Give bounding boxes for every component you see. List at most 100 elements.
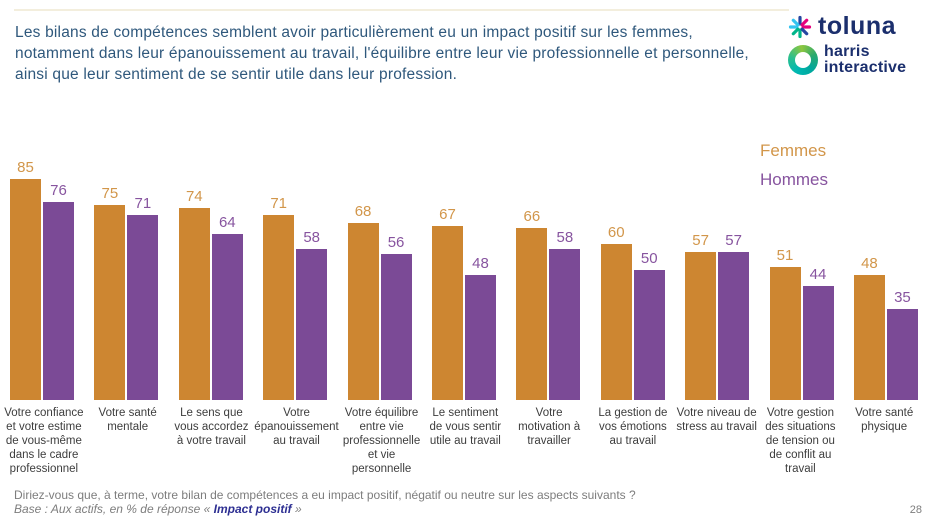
category-labels: Votre confiance et votre estime de vous-… (2, 406, 926, 476)
bar-value-label: 76 (50, 182, 67, 199)
bar-value-label: 35 (894, 289, 911, 306)
bar-column-femmes: 48 (853, 255, 885, 400)
bar-group: 68 56 (347, 203, 412, 400)
bar-hommes (633, 270, 665, 400)
bar-hommes (464, 275, 496, 400)
toluna-harris-logo: toluna harris interactive (788, 12, 918, 76)
harris-row: harris interactive (788, 44, 918, 76)
category-label: Votre gestion des situations de tension … (765, 407, 836, 475)
bar-column-femmes: 75 (94, 185, 126, 400)
bar-group: 57 57 (685, 232, 750, 400)
bar-column-femmes: 57 (685, 232, 717, 400)
bar-column-femmes: 67 (431, 206, 463, 400)
chart-legend: Femmes Hommes (760, 136, 828, 194)
bar-hommes (802, 286, 834, 400)
bar-hommes (549, 249, 581, 400)
category-label: Votre motivation à travailler (518, 407, 581, 447)
bar-group: 67 48 (431, 206, 496, 400)
bar-value-label: 71 (270, 195, 288, 212)
category-label: Le sentiment de vous sentir utile au tra… (429, 407, 502, 447)
page-title: Les bilans de compétences semblent avoir… (15, 24, 749, 83)
bar-group: 66 58 (516, 208, 581, 400)
page-number: 28 (909, 504, 922, 516)
bar-group: 71 58 (263, 195, 328, 400)
bar-column-hommes: 58 (549, 229, 581, 400)
legend-femmes: Femmes (759, 141, 827, 160)
bar-value-label: 44 (809, 266, 827, 283)
bar-hommes (380, 254, 412, 400)
bar-column-hommes: 58 (296, 229, 328, 400)
harris-ring-icon (788, 45, 818, 75)
plot-area: 85 76 75 71 74 64 71 58 68 56 67 48 66 58 60 50 57 57 51 44… (10, 152, 918, 400)
bar-group: 85 76 (10, 159, 74, 400)
bar-hommes (127, 215, 159, 400)
toluna-row: toluna (788, 12, 918, 41)
category-label: La gestion de vos émotions au travail (598, 407, 668, 447)
bar-hommes (211, 234, 243, 400)
bar-femmes (853, 275, 885, 400)
category-label: Votre équilibre entre vie professionnell… (342, 407, 421, 475)
footer-base-prefix: Base : Aux actifs, en % de réponse « (14, 502, 214, 516)
bar-value-label: 64 (218, 214, 236, 231)
bar-column-femmes: 51 (769, 247, 801, 400)
category-label: Le sens que vous accordez à votre travai… (174, 407, 249, 447)
bar-value-label: 50 (640, 250, 658, 267)
footer-base-suffix: » (291, 502, 302, 516)
footer-base: Base : Aux actifs, en % de réponse « Imp… (14, 502, 302, 516)
bar-femmes (10, 179, 41, 400)
bar-column-hommes: 48 (464, 255, 496, 400)
bar-femmes (347, 223, 379, 400)
bar-value-label: 48 (861, 255, 878, 272)
bar-value-label: 57 (692, 232, 709, 249)
bar-femmes (94, 205, 126, 400)
bar-column-femmes: 74 (178, 188, 210, 400)
bar-femmes (600, 244, 632, 400)
bar-group: 74 64 (178, 188, 243, 400)
category-label: Votre épanouissement au travail (254, 407, 339, 447)
bar-column-femmes: 71 (263, 195, 295, 400)
bar-column-hommes: 50 (633, 250, 665, 400)
impact-positif-highlight: Impact positif (213, 502, 292, 516)
bar-value-label: 58 (556, 229, 574, 246)
bar-column-hommes: 35 (886, 289, 918, 400)
harris-wordmark: harris interactive (824, 44, 906, 76)
bar-column-femmes: 85 (10, 159, 41, 400)
bar-value-label: 66 (523, 208, 541, 225)
bar-value-label: 67 (439, 206, 456, 223)
bar-group: 60 50 (600, 224, 665, 400)
bar-value-label: 71 (134, 195, 152, 212)
bar-column-femmes: 60 (600, 224, 632, 400)
category-label: Votre confiance et votre estime de vous-… (4, 407, 84, 475)
bar-value-label: 60 (607, 224, 625, 241)
bar-femmes (431, 226, 463, 400)
bar-group: 51 44 (769, 247, 834, 400)
bar-value-label: 48 (472, 255, 489, 272)
bar-hommes (886, 309, 918, 400)
bar-column-hommes: 56 (380, 234, 412, 400)
bar-group: 48 35 (853, 255, 918, 400)
bar-femmes (685, 252, 717, 400)
bar-value-label: 68 (354, 203, 372, 220)
bar-hommes (43, 202, 74, 400)
bar-column-hommes: 57 (718, 232, 750, 400)
bar-femmes (178, 208, 210, 400)
bar-value-label: 57 (725, 232, 742, 249)
bar-femmes (516, 228, 548, 400)
bar-column-hommes: 64 (211, 214, 243, 400)
bar-value-label: 75 (101, 185, 119, 202)
category-label: Votre santé physique (855, 407, 914, 433)
bar-hommes (296, 249, 328, 400)
bar-value-label: 85 (17, 159, 34, 176)
bar-column-hommes: 44 (802, 266, 834, 400)
bar-value-label: 56 (387, 234, 405, 251)
bar-femmes (263, 215, 295, 400)
legend-hommes: Hommes (759, 170, 828, 189)
bar-hommes (718, 252, 750, 400)
toluna-wordmark: toluna (818, 12, 896, 40)
bar-value-label: 51 (776, 247, 794, 264)
category-label: Votre santé mentale (98, 407, 157, 433)
harris-line2: interactive (824, 59, 907, 76)
harris-line1: harris (824, 43, 870, 60)
bar-femmes (769, 267, 801, 400)
